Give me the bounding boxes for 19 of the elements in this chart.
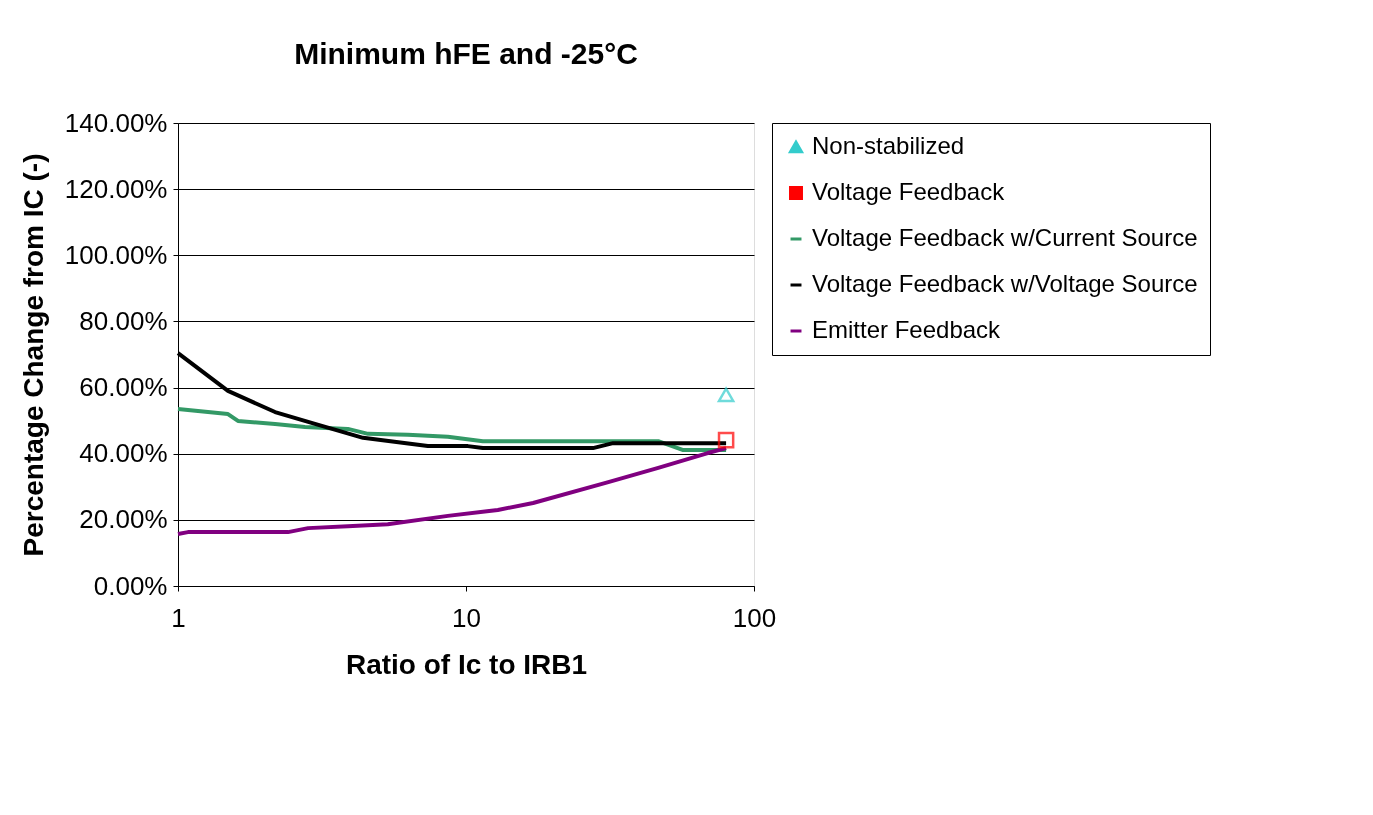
x-axis-title: Ratio of Ic to IRB1 xyxy=(345,648,588,680)
y-tick-label: 40.00% xyxy=(79,438,168,469)
y-tick-label: 140.00% xyxy=(64,107,168,138)
y-axis-title: Percentage Change from IC (-) xyxy=(17,153,49,557)
legend-label: Non-stabilized xyxy=(812,132,965,159)
legend-label: Voltage Feedback w/Current Source xyxy=(812,224,1198,251)
y-tick-label: 120.00% xyxy=(64,173,168,204)
y-tick-label: 20.00% xyxy=(79,504,168,535)
chart-title: Minimum hFE and -25°C xyxy=(294,37,638,70)
x-tick-label: 100 xyxy=(732,602,777,633)
legend-label: Voltage Feedback w/Voltage Source xyxy=(812,270,1198,297)
y-tick-label: 80.00% xyxy=(79,305,168,336)
x-tick-label: 1 xyxy=(171,602,186,633)
y-tick-label: 0.00% xyxy=(93,570,168,601)
y-tick-label: 60.00% xyxy=(79,372,168,403)
x-tick-label: 10 xyxy=(452,602,481,633)
y-tick-label: 100.00% xyxy=(64,239,168,270)
legend-label: Emitter Feedback xyxy=(812,316,1002,343)
legend-label: Voltage Feedback xyxy=(812,178,1006,205)
